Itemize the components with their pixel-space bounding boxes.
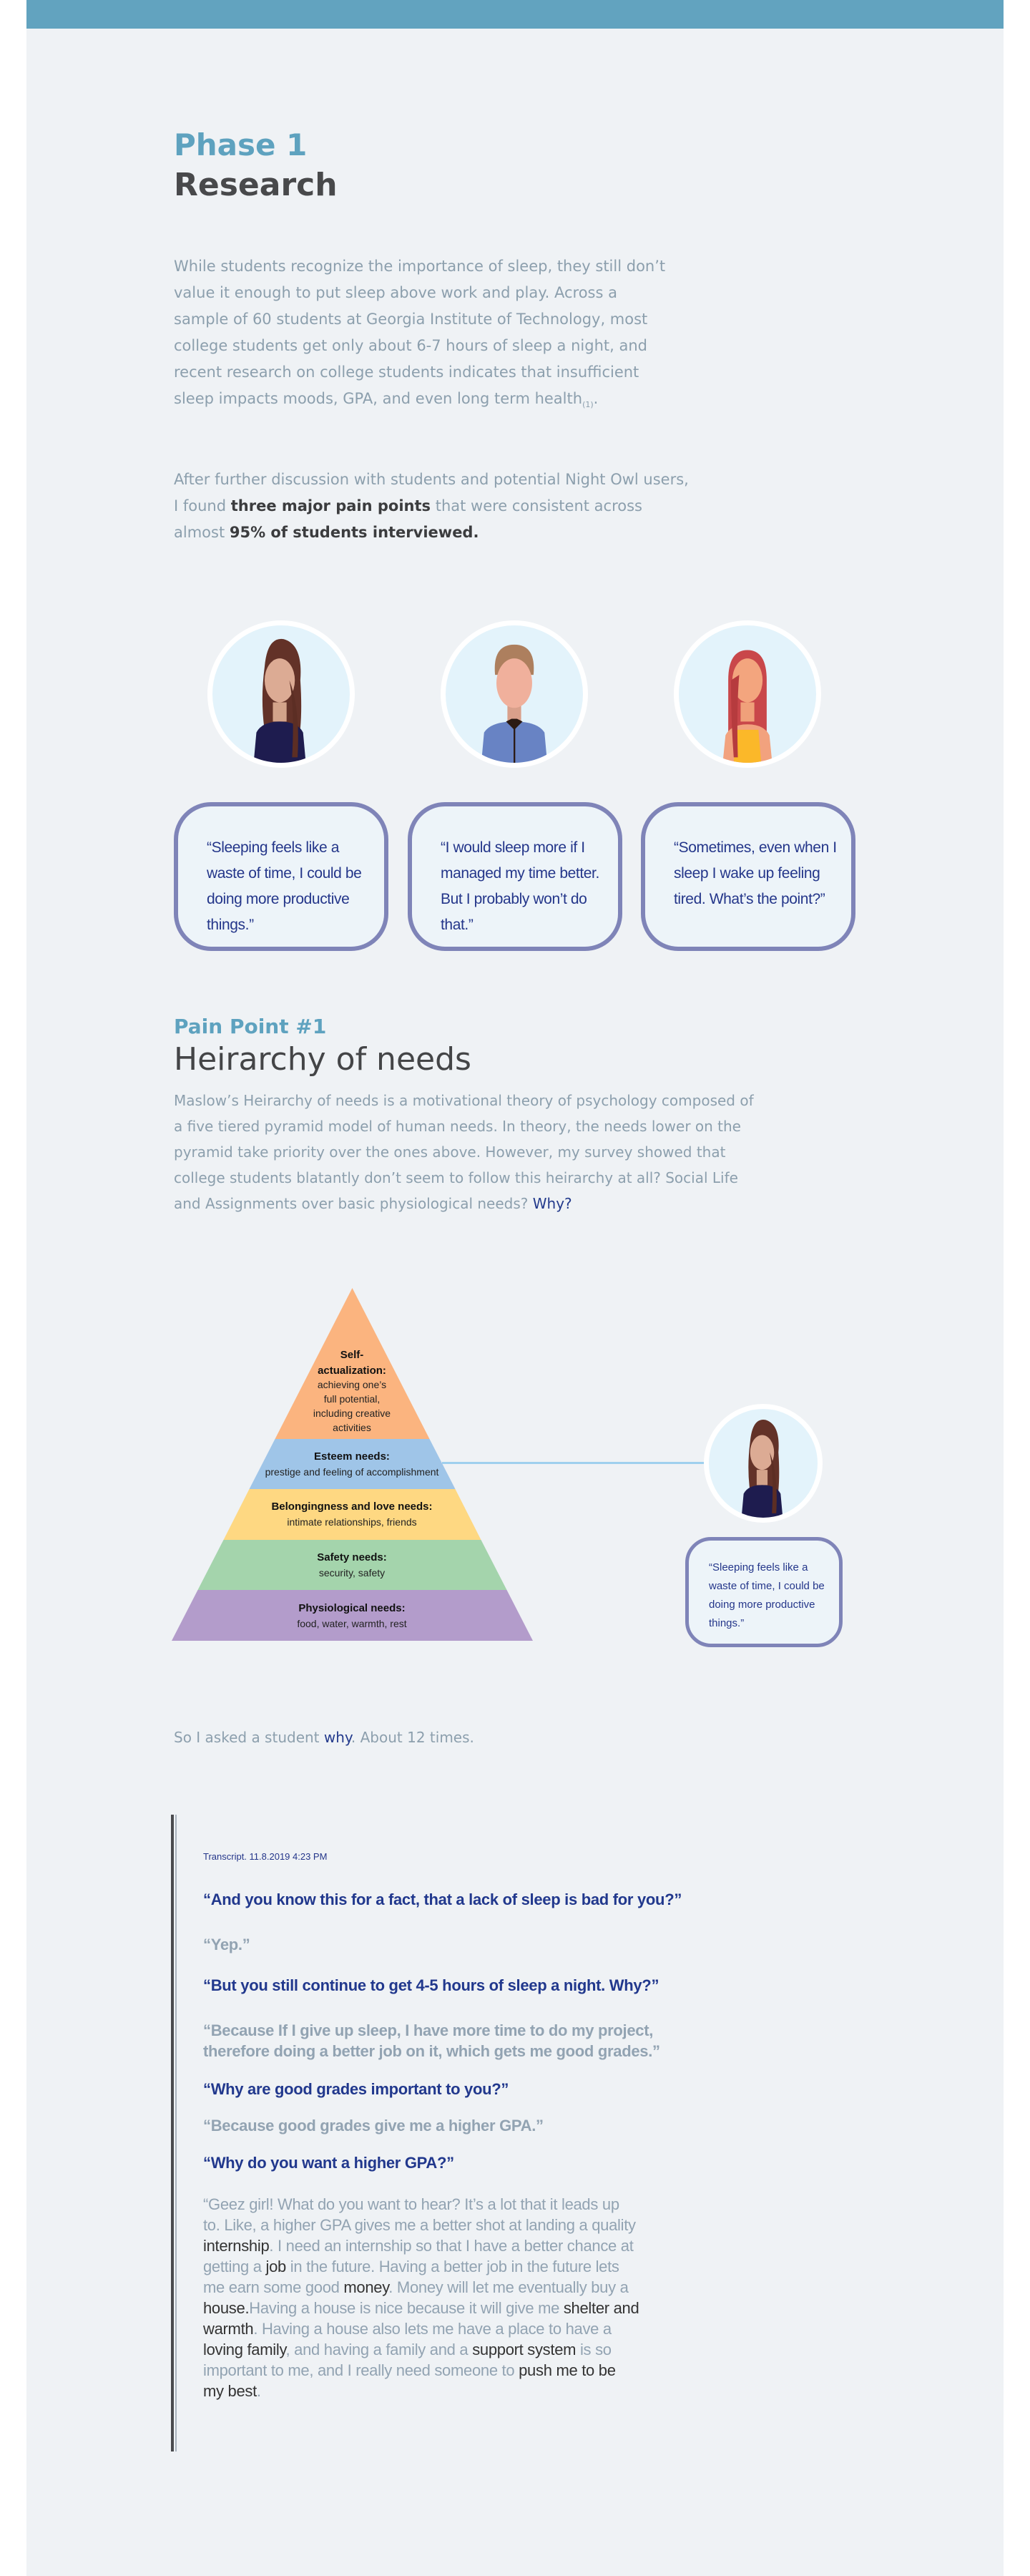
top-bar — [26, 0, 1004, 29]
tier-safety — [197, 1540, 507, 1590]
female-brown-hair-avatar — [704, 1404, 823, 1523]
emphasized-phrase: internship — [203, 2237, 270, 2255]
emphasized-phrase: money — [343, 2278, 389, 2296]
tier-physiological — [172, 1590, 533, 1641]
answer-text: . — [256, 2382, 261, 2400]
why-link[interactable]: why — [323, 1729, 351, 1746]
tier-desc: security, safety — [319, 1567, 385, 1579]
connector-line — [442, 1462, 707, 1464]
tier-title: Esteem needs: — [314, 1450, 390, 1463]
citation-ref[interactable]: (1) — [582, 400, 594, 410]
intro-paragraph: While students recognize the importance … — [174, 253, 675, 418]
intro-text: While students recognize the importance … — [174, 258, 666, 407]
tier-desc: prestige and feeling of accomplishment — [265, 1466, 439, 1478]
maslow-pyramid: Self- actualization: achieving one’s ful… — [172, 1288, 533, 1641]
emphasized-phrase: house. — [203, 2299, 250, 2317]
asked-text: So I asked a student — [174, 1729, 324, 1746]
persona-quote-2: “I would sleep more if I managed my time… — [408, 802, 622, 951]
emphasized-phrase: job — [265, 2258, 287, 2275]
transcript-question: “And you know this for a fact, that a la… — [203, 1890, 682, 1908]
emphasized-phrase: shelter and warmth — [203, 2299, 639, 2338]
answer-text: is so important to me, and I really need… — [203, 2341, 612, 2379]
answer-text: . Having a house also lets me have a pla… — [253, 2320, 612, 2338]
answer-text: . I need an internship so that I have a … — [203, 2237, 634, 2275]
tier-self-actualization — [275, 1288, 430, 1439]
maslow-text: Maslow’s Heirarchy of needs is a motivat… — [174, 1092, 754, 1212]
tier-desc: including creative — [313, 1407, 391, 1419]
answer-text: in the future. Having a better job in th… — [203, 2258, 619, 2296]
female-red-hair-avatar — [674, 620, 821, 768]
tier-desc: food, water, warmth, rest — [297, 1618, 406, 1629]
transcript-question: “Why are good grades important to you?” — [203, 2080, 509, 2098]
phase-kicker: Phase 1 — [174, 127, 308, 162]
maslow-paragraph: Maslow’s Heirarchy of needs is a motivat… — [174, 1088, 760, 1216]
page-title: Research — [174, 167, 338, 203]
emphasized-phrase: support system — [472, 2341, 577, 2358]
answer-text: Having a house is nice because it will g… — [249, 2299, 564, 2317]
tier-title: Belongingness and love needs: — [271, 1501, 432, 1513]
tier-desc: achieving one’s — [318, 1379, 386, 1390]
tier-title: Safety needs: — [317, 1551, 387, 1563]
answer-text: , and having a family and a — [285, 2341, 473, 2358]
content-panel — [26, 29, 1004, 2576]
p2-text: After further discussion with students a… — [174, 471, 689, 514]
p2-text: that were consistent across almost — [174, 497, 642, 541]
tier-title: Self- — [340, 1349, 364, 1361]
emphasized-phrase: loving family — [203, 2341, 286, 2358]
tier-belongingness — [223, 1489, 481, 1540]
persona-quote-3: “Sometimes, even when I sleep I wake up … — [641, 802, 855, 951]
tier-desc: intimate relationships, friends — [287, 1516, 416, 1528]
transcript-rule-light — [175, 1815, 177, 2451]
tier-esteem — [249, 1439, 456, 1489]
callout-quote: “Sleeping feels like a waste of time, I … — [685, 1537, 843, 1647]
transcript-final-answer: “Geez girl! What do you want to hear? It… — [203, 2194, 639, 2401]
transcript-answer: “Because If I give up sleep, I have more… — [203, 2021, 660, 2060]
asked-line: So I asked a student why. About 12 times… — [174, 1724, 474, 1751]
transcript-answer: “Yep.” — [203, 1936, 250, 1953]
male-avatar — [441, 620, 588, 768]
transcript-rule — [171, 1815, 174, 2451]
tier-desc: activities — [333, 1422, 371, 1433]
intro-end: . — [593, 390, 599, 407]
female-brown-hair-avatar — [207, 620, 355, 768]
p2-bold: 95% of students interviewed. — [229, 524, 479, 541]
why-link[interactable]: Why? — [532, 1195, 572, 1212]
tier-title: Physiological needs: — [298, 1602, 405, 1614]
tier-title: actualization: — [318, 1365, 386, 1377]
persona-quote-1: “Sleeping feels like a waste of time, I … — [174, 802, 388, 951]
pain-point-kicker: Pain Point #1 — [174, 1015, 327, 1038]
section-title: Heirarchy of needs — [174, 1041, 471, 1078]
emphasized-phrase: push me to be my best — [203, 2361, 616, 2400]
answer-text: “Geez girl! What do you want to hear? It… — [203, 2195, 636, 2234]
answer-text: . Money will let me eventually buy a — [388, 2278, 629, 2296]
p2-bold: three major pain points — [230, 497, 431, 514]
transcript-question: “Why do you want a higher GPA?” — [203, 2154, 454, 2172]
asked-text: . About 12 times. — [350, 1729, 474, 1746]
tier-desc: full potential, — [324, 1393, 381, 1405]
transcript-question: “But you still continue to get 4-5 hours… — [203, 1976, 659, 1994]
transcript-label: Transcript. 11.8.2019 4:23 PM — [203, 1851, 328, 1862]
pain-points-paragraph: After further discussion with students a… — [174, 467, 689, 546]
transcript-answer: “Because good grades give me a higher GP… — [203, 2117, 544, 2135]
